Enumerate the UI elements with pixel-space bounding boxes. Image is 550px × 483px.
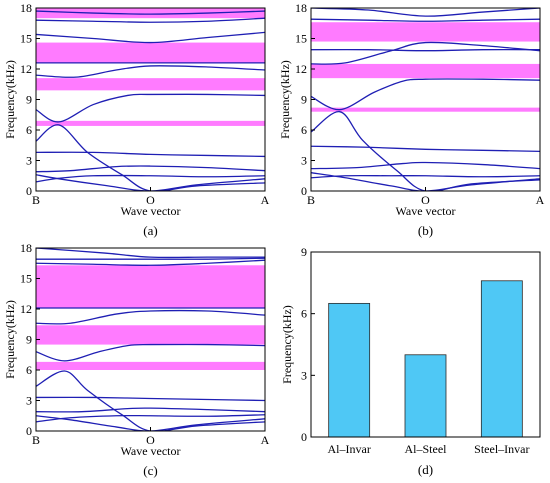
y-axis-title: Frequency(kHz) <box>3 300 17 379</box>
dispersion-curve-2 <box>36 407 265 413</box>
plot-frame <box>310 251 541 438</box>
y-tick-label: 15 <box>20 32 32 46</box>
bar-0 <box>328 302 371 438</box>
dispersion-curve-6 <box>36 309 265 325</box>
dispersion-curve-4 <box>36 396 265 402</box>
y-tick-label: 18 <box>20 1 32 15</box>
x-axis-title: Wave vector <box>121 444 181 458</box>
y-axis-title: Frequency(kHz) <box>278 60 292 139</box>
band-gap-2 <box>36 42 265 63</box>
x-tick-label: O <box>146 193 155 207</box>
x-tick-label: B <box>32 193 40 207</box>
dispersion-curve-3 <box>311 111 540 191</box>
dispersion-curve-5 <box>36 93 265 123</box>
dispersion-curve-1 <box>311 172 540 191</box>
dispersion-curve-9 <box>36 257 265 260</box>
dispersion-curve-7 <box>311 48 540 52</box>
y-tick-label: 12 <box>20 302 32 316</box>
y-tick-label: 9 <box>26 333 32 347</box>
panel-c: 0 3 6 9 12 15 18 B O A Wave vector Frequency(kHz) (c… <box>3 241 270 478</box>
y-tick-label: 3 <box>26 394 32 408</box>
y-tick-label: 6 <box>26 363 32 377</box>
x-tick-label: B <box>307 193 315 207</box>
y-tick-label: 12 <box>295 62 307 76</box>
band-gap-0 <box>311 107 540 112</box>
x-tick-label: B <box>32 433 40 447</box>
x-axis-title: Wave vector <box>396 204 456 218</box>
x-tick-label: Steel–Invar <box>474 442 529 456</box>
dispersion-curve-5 <box>311 78 540 111</box>
y-tick-label: 9 <box>26 93 32 107</box>
dispersion-curve-8 <box>36 259 265 266</box>
band-gap-1 <box>36 325 265 345</box>
band-gap-3 <box>36 8 265 19</box>
y-tick-label: 6 <box>301 307 307 321</box>
band-gap-1 <box>311 63 540 79</box>
y-tick-label: 0 <box>301 430 307 444</box>
dispersion-curve-9 <box>36 17 265 23</box>
dispersion-curve-6 <box>36 65 265 78</box>
y-tick-label: 12 <box>20 62 32 76</box>
dispersion-curve-0 <box>311 174 540 179</box>
y-tick-label: 15 <box>295 32 307 46</box>
y-tick-label: 3 <box>301 154 307 168</box>
y-tick-label: 3 <box>301 368 307 382</box>
dispersion-curve-8 <box>311 18 540 22</box>
x-tick-label: O <box>146 433 155 447</box>
dispersion-curve-6 <box>311 41 540 65</box>
panel-caption: (a) <box>143 223 157 238</box>
dispersion-curve-3 <box>36 124 265 191</box>
band-gap-2 <box>36 265 265 308</box>
y-tick-label: 9 <box>301 245 307 259</box>
x-tick-label: A <box>261 433 270 447</box>
panel-caption: (d) <box>418 462 433 477</box>
dispersion-curve-5 <box>36 343 265 362</box>
y-tick-label: 18 <box>295 1 307 15</box>
band-gap-0 <box>36 120 265 126</box>
panel-b: 0 3 6 9 12 15 18 B O A Wave vector Frequency(kHz) (b… <box>278 1 545 238</box>
y-tick-label: 0 <box>26 184 32 198</box>
band-gap-0 <box>36 361 265 370</box>
y-tick-label: 9 <box>301 93 307 107</box>
panel-d: Al–Invar Al–Steel Steel–Invar 0 3 6 9 Frequency… <box>280 245 541 477</box>
panel-caption: (c) <box>143 463 157 478</box>
dispersion-curve-3 <box>36 370 265 431</box>
panel-caption: (b) <box>418 223 433 238</box>
band-gap-1 <box>36 78 265 91</box>
dispersion-curve-8 <box>36 31 265 44</box>
dispersion-curve-10 <box>36 248 265 259</box>
dispersion-curve-10 <box>36 10 265 15</box>
dispersion-curve-1 <box>36 415 265 431</box>
y-tick-label: 0 <box>301 184 307 198</box>
y-tick-label: 18 <box>20 241 32 255</box>
dispersion-curve-1 <box>36 174 265 191</box>
band-gap-2 <box>311 22 540 42</box>
y-tick-label: 0 <box>26 424 32 438</box>
y-tick-label: 15 <box>20 272 32 286</box>
x-tick-label: A <box>536 193 545 207</box>
y-axis-title: Frequency(kHz) <box>280 305 294 384</box>
dispersion-curve-0 <box>36 414 265 423</box>
x-tick-label: A <box>261 193 270 207</box>
dispersion-curve-2 <box>311 161 540 170</box>
bar-2 <box>480 280 523 438</box>
dispersion-curve-9 <box>311 8 540 17</box>
x-tick-label: Al–Invar <box>328 442 371 456</box>
y-tick-label: 3 <box>26 154 32 168</box>
bar-1 <box>404 354 447 438</box>
y-tick-label: 6 <box>301 123 307 137</box>
y-tick-label: 6 <box>26 123 32 137</box>
dispersion-curve-4 <box>36 151 265 158</box>
x-tick-label: O <box>421 193 430 207</box>
x-tick-label: Al–Steel <box>405 442 448 456</box>
dispersion-curve-2 <box>36 165 265 173</box>
x-axis-title: Wave vector <box>121 204 181 218</box>
y-axis-title: Frequency(kHz) <box>3 60 17 139</box>
panel-a: 0 3 6 9 12 15 18 B O A Wave vector Frequency(kHz) (a… <box>3 1 270 238</box>
dispersion-curve-4 <box>311 145 540 152</box>
